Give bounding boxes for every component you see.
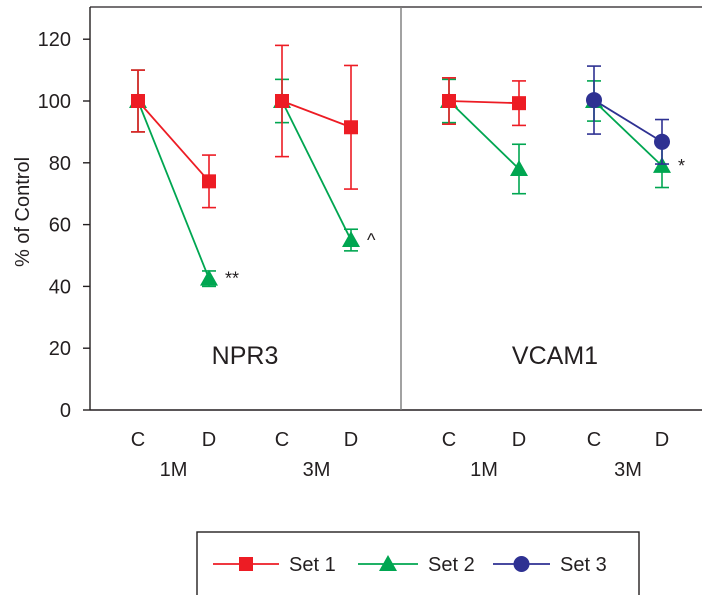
legend-box: [196, 531, 640, 595]
axes: 0 20 40 60 80 100 120 % of Control C D 1M C D 3M C D 1M C…: [12, 6, 702, 481]
y-tick-label: 80: [49, 153, 71, 175]
series-line: [137, 100, 210, 280]
y-tick-label: 100: [38, 91, 71, 113]
data-point: [653, 156, 671, 173]
legend-marker: [379, 555, 397, 571]
x-tick-label: D: [202, 429, 216, 451]
y-tick-label: 20: [49, 338, 71, 360]
data-point: [586, 92, 602, 109]
x-tick-label: C: [131, 429, 145, 451]
legend: Set 1 Set 2 Set 3: [196, 531, 640, 595]
legend-label: Set 2: [428, 554, 475, 576]
y-tick-label: 60: [49, 215, 71, 237]
series-line: [448, 100, 520, 170]
y-tick-label: 0: [60, 400, 71, 422]
data-point: [344, 120, 358, 135]
x-tick-label: C: [275, 429, 289, 451]
series-line: [593, 99, 663, 143]
data-point: [275, 94, 289, 108]
x-tick-label: D: [344, 429, 358, 451]
x-tick-label: D: [655, 429, 669, 451]
panel-label: VCAM1: [512, 342, 598, 370]
data-point: [200, 269, 218, 286]
group-label: 3M: [614, 459, 642, 481]
series-line: [137, 100, 210, 182]
data-point: [131, 94, 145, 108]
legend-marker: [239, 557, 253, 571]
significance-label: ^: [367, 230, 376, 250]
series-line: [281, 100, 352, 129]
series-line: [281, 100, 352, 241]
x-tick-label: C: [587, 429, 601, 451]
data-point: [442, 94, 456, 108]
significance-label: **: [225, 269, 239, 289]
significance-label: *: [678, 156, 685, 176]
legend-marker: [513, 556, 530, 572]
group-label: 1M: [470, 459, 498, 481]
x-tick-label: D: [512, 429, 526, 451]
panel-label: NPR3: [212, 342, 279, 370]
legend-label: Set 3: [560, 554, 607, 576]
data-point: [654, 133, 670, 150]
group-label: 3M: [303, 459, 331, 481]
data-point: [512, 96, 526, 111]
series-line: [593, 100, 663, 167]
data-point: [342, 231, 360, 248]
y-tick-label: 120: [38, 29, 71, 51]
series-line: [448, 100, 520, 105]
group-label: 1M: [160, 459, 188, 481]
legend-label: Set 1: [289, 554, 336, 576]
y-tick-label: 40: [49, 276, 71, 298]
data-point: [510, 159, 528, 176]
y-axis-title: % of Control: [12, 157, 34, 267]
data-point: [202, 174, 216, 189]
series: ** ^ *: [129, 44, 685, 289]
x-tick-label: C: [442, 429, 456, 451]
panel-labels: NPR3 VCAM1: [212, 342, 598, 370]
